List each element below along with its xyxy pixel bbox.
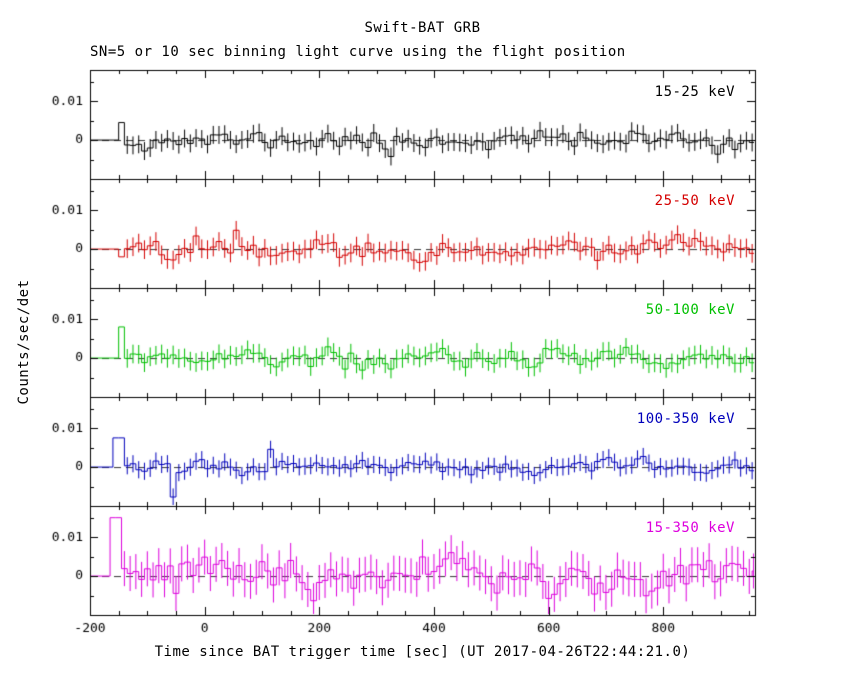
panel-label-15-350-kev: 15-350 keV xyxy=(645,520,735,536)
y-axis-label: Counts/sec/det xyxy=(16,279,32,405)
x-axis-label: Time since BAT trigger time [sec] (UT 20… xyxy=(154,644,691,660)
panel-label-15-25-kev: 15-25 keV xyxy=(654,84,735,100)
chart-title: Swift-BAT GRB xyxy=(364,20,481,36)
chart-subtitle: SN=5 or 10 sec binning light curve using… xyxy=(90,44,626,60)
panel-label-50-100-kev: 50-100 keV xyxy=(645,302,735,318)
panel-label-25-50-kev: 25-50 keV xyxy=(654,193,735,209)
panel-label-100-350-kev: 100-350 keV xyxy=(636,411,735,427)
